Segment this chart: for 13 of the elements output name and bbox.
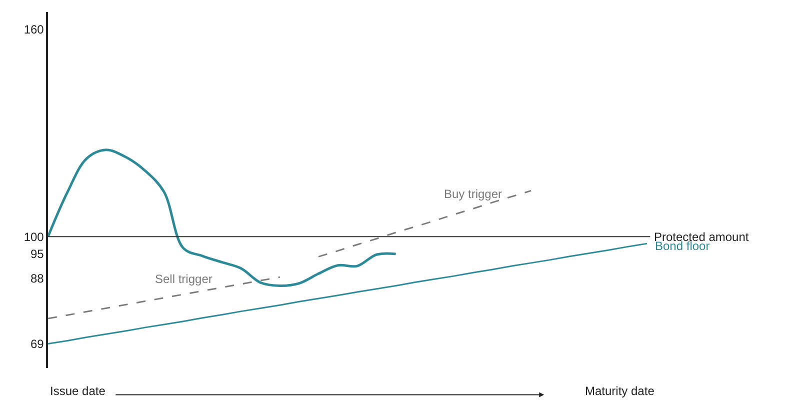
y-tick-label: 160: [24, 22, 44, 36]
line-series: [48, 148, 398, 287]
line-series: [48, 276, 281, 320]
text: Issue date: [50, 384, 106, 398]
y-tick-label: 88: [30, 271, 44, 286]
line-series: [318, 190, 532, 258]
series-label: Sell trigger: [155, 272, 212, 286]
y-tick-label: 69: [30, 337, 44, 352]
series-label: Buy trigger: [444, 187, 502, 201]
line-series: [48, 242, 648, 345]
y-tick-label: 95: [30, 247, 44, 262]
text: Maturity date: [585, 384, 655, 398]
y-tick-label: 100: [24, 230, 44, 244]
